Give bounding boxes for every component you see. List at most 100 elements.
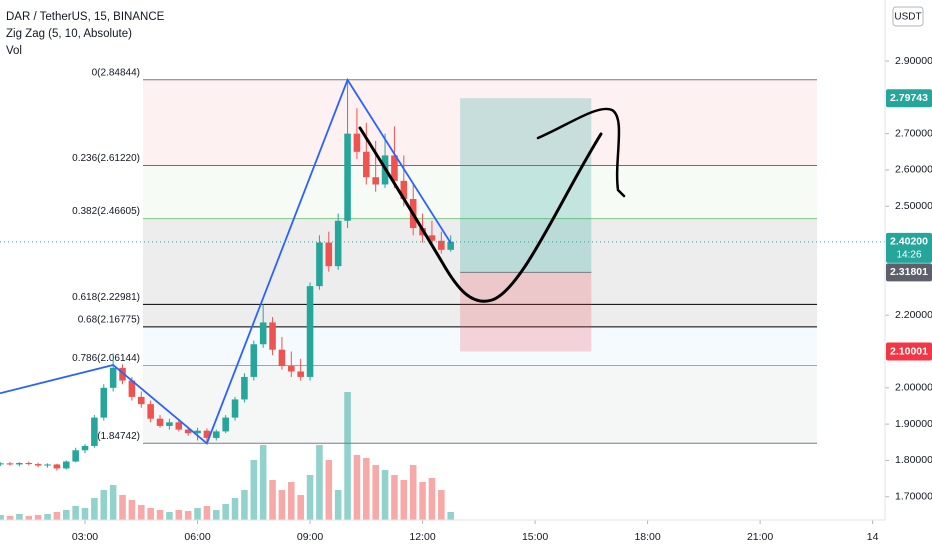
candle-body [259,322,267,345]
candle-body [119,367,126,381]
volume-bar [72,506,79,520]
fib-label: 0.618(2.22981) [72,292,140,303]
candle-body [175,422,183,430]
volume-bar [137,505,145,520]
y-tick-label: 1.90000 [895,418,932,430]
candle-body [325,242,333,267]
fib-label: 0.236(2.61220) [72,153,140,164]
volume-bar [109,485,117,520]
volume-bar [156,510,164,520]
x-tick-label: 14 [867,531,879,543]
x-tick-label: 06:00 [184,531,210,543]
candle-body [62,461,70,469]
fib-label: (1.84742) [97,431,140,442]
volume-bar [325,460,333,520]
candle-body [156,418,164,426]
fib-label: 0.382(2.46605) [72,206,140,217]
volume-bar [147,508,154,520]
candle-body [194,430,201,434]
x-tick-label: 21:00 [747,531,773,543]
y-tick-label: 2.70000 [895,127,932,139]
candle-body [241,376,248,400]
candle-body [100,387,108,418]
candle-body [353,133,361,152]
volume-bar [400,480,408,520]
volume-bar [91,498,98,520]
volume-bar [16,514,23,520]
price-badge [886,263,932,282]
candle-body [400,180,408,199]
currency-box[interactable] [892,6,924,27]
volume-bar [62,510,70,520]
volume-bar [297,495,304,520]
candle-body [222,417,229,432]
x-tick-label: 18:00 [634,531,660,543]
candle-body [363,151,370,178]
y-tick-label: 2.00000 [895,382,932,394]
candle-body [6,463,14,465]
volume-bar [231,498,239,520]
fib-band [143,365,817,444]
price-badge-label: 2.31801 [890,266,928,278]
hand-drawing [536,107,626,198]
volume-bar [184,511,192,520]
volume-bar [6,516,14,520]
y-tick-label: 2.60000 [895,164,932,176]
candle-body [288,366,295,372]
price-badge-label: 2.10001 [890,345,928,357]
volume-bar [34,515,42,520]
fib-band [143,218,817,305]
volume-bar [409,465,417,520]
y-tick-label: 2.50000 [895,200,932,212]
x-tick-label: 03:00 [72,531,98,543]
candle-body [269,322,276,350]
candle-body [297,371,304,377]
volume-bar [241,490,248,520]
zigzag-line [0,77,452,445]
volume-bar [363,458,370,520]
volume-bar [269,480,276,520]
currency[interactable]: USDT [894,12,921,23]
volume-bar [391,475,398,520]
price-badge [886,89,932,108]
x-tick-label: 12:00 [409,531,435,543]
candle-body [344,133,351,221]
volume-bar [166,512,173,520]
candle-body [147,404,154,419]
x-tick-label: 09:00 [297,531,323,543]
candle-body [203,430,211,438]
countdown: 14:26 [896,249,921,260]
volume-bar [250,460,258,520]
volume-bar [316,445,323,520]
price-badge [886,232,932,263]
candle-body [128,380,136,397]
candle-body [53,464,61,469]
candle-body [278,349,286,367]
volume-bar [25,516,33,520]
volume-bar [53,512,61,520]
volume-bar [194,508,201,520]
volume-bar [119,495,126,520]
stop-zone [460,272,592,352]
candle-body [81,445,89,451]
candle-body [137,396,145,405]
candle-body [334,220,342,267]
candle-body [391,155,398,181]
y-tick-label: 2.20000 [895,309,932,321]
candle-body [438,240,445,250]
candle-body [184,429,192,434]
volume-bar [353,455,361,520]
fib-bands: 0(2.84844) 0.236(2.61220) 0.382(2.46605) 0.… [72,67,817,444]
volume-bar [428,478,436,520]
fib-label: 0.68(2.16775) [78,315,140,326]
price-badge-label: 2.40200 [890,236,928,248]
candle-body [231,399,239,418]
axes: 2.90000 2.70000 2.60000 2.50000 2.20000 2.000… [72,55,932,543]
candle-body [34,464,42,466]
volume-bar [81,508,89,520]
fib-band [143,165,817,219]
price-badge-label: 2.79743 [890,92,928,104]
fib-band [143,79,817,166]
